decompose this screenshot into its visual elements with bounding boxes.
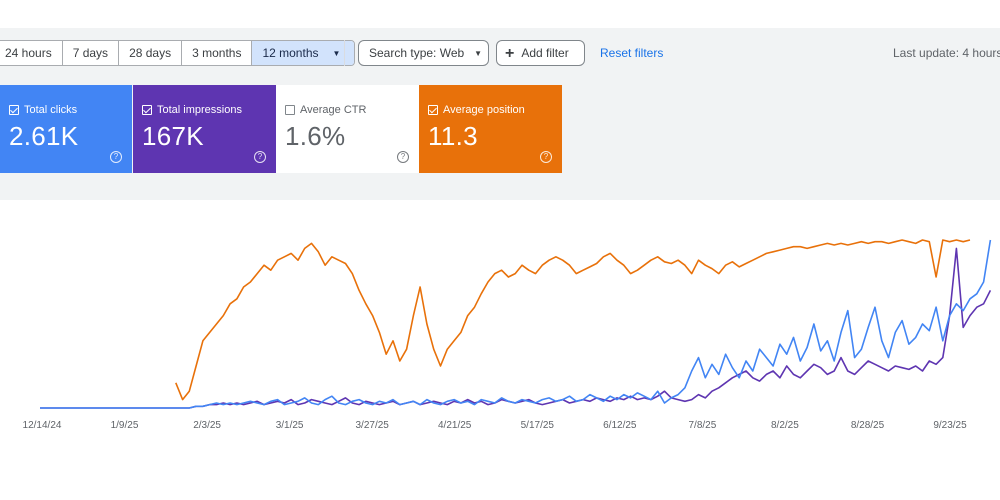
help-icon[interactable]: ?	[110, 151, 122, 163]
x-tick-label: 5/17/25	[521, 420, 555, 431]
filter-bar: 24 hours 7 days 28 days 3 months 12 mont…	[0, 28, 1000, 78]
card-total-impressions[interactable]: Total impressions 167K ?	[133, 85, 276, 173]
line-chart: 12/14/24 1/9/25 2/3/25 3/1/25 3/27/25 4/21/25…	[23, 239, 992, 431]
last-update-text: Last update: 4 hours ago	[893, 46, 1000, 60]
card-value: 167K	[142, 121, 204, 151]
card-value: 2.61K	[9, 121, 79, 151]
add-filter-label: Add filter	[521, 46, 569, 60]
card-label: Total impressions	[157, 104, 242, 116]
date-range-selector: 24 hours 7 days 28 days 3 months 12 mont…	[0, 40, 356, 66]
x-tick-label: 6/12/25	[603, 420, 637, 431]
x-tick-label: 2/3/25	[193, 420, 221, 431]
filter-divider	[344, 40, 345, 66]
add-filter-button[interactable]: + Add filter	[496, 40, 585, 66]
x-tick-label: 4/21/25	[438, 420, 472, 431]
card-average-ctr[interactable]: Average CTR 1.6% ?	[276, 85, 419, 173]
checkbox-checked-icon[interactable]	[9, 105, 19, 115]
search-type-dropdown[interactable]: Search type: Web ▼	[358, 40, 489, 66]
card-average-position[interactable]: Average position 11.3 ?	[419, 85, 562, 173]
checkbox-checked-icon[interactable]	[142, 105, 152, 115]
series-line-clicks	[40, 239, 992, 409]
card-label: Total clicks	[24, 104, 78, 116]
card-total-clicks[interactable]: Total clicks 2.61K ?	[0, 85, 132, 173]
card-value: 1.6%	[285, 121, 346, 151]
x-tick-label: 3/27/25	[356, 420, 390, 431]
range-7-days[interactable]: 7 days	[63, 41, 120, 65]
help-icon[interactable]: ?	[254, 151, 266, 163]
x-tick-label: 1/9/25	[111, 420, 139, 431]
range-3-months[interactable]: 3 months	[182, 41, 253, 65]
performance-chart: 12/14/24 1/9/25 2/3/25 3/1/25 3/27/25 4/21/25…	[0, 200, 1000, 462]
card-label: Average position	[443, 104, 525, 116]
range-24-hours[interactable]: 24 hours	[0, 41, 63, 65]
card-label: Average CTR	[300, 104, 367, 116]
x-tick-label: 8/28/25	[851, 420, 885, 431]
range-12-months[interactable]: 12 months ▼	[252, 41, 355, 65]
performance-panel: 24 hours 7 days 28 days 3 months 12 mont…	[0, 28, 1000, 462]
search-type-label: Search type: Web	[369, 46, 465, 60]
x-tick-label: 9/23/25	[933, 420, 967, 431]
x-tick-label: 8/2/25	[771, 420, 799, 431]
help-icon[interactable]: ?	[540, 151, 552, 163]
caret-down-icon: ▼	[474, 49, 483, 58]
help-icon[interactable]: ?	[397, 151, 409, 163]
reset-filters-link[interactable]: Reset filters	[600, 46, 664, 60]
series-line-position	[175, 239, 971, 401]
card-value: 11.3	[428, 121, 478, 151]
x-tick-label: 12/14/24	[23, 420, 62, 431]
plus-icon: +	[505, 45, 515, 62]
x-tick-label: 7/8/25	[688, 420, 716, 431]
checkbox-checked-icon[interactable]	[428, 105, 438, 115]
range-12-months-label: 12 months	[262, 46, 319, 60]
range-28-days[interactable]: 28 days	[119, 41, 183, 65]
x-tick-label: 3/1/25	[276, 420, 304, 431]
checkbox-unchecked-icon[interactable]	[285, 105, 295, 115]
caret-down-icon: ▼	[332, 49, 341, 58]
